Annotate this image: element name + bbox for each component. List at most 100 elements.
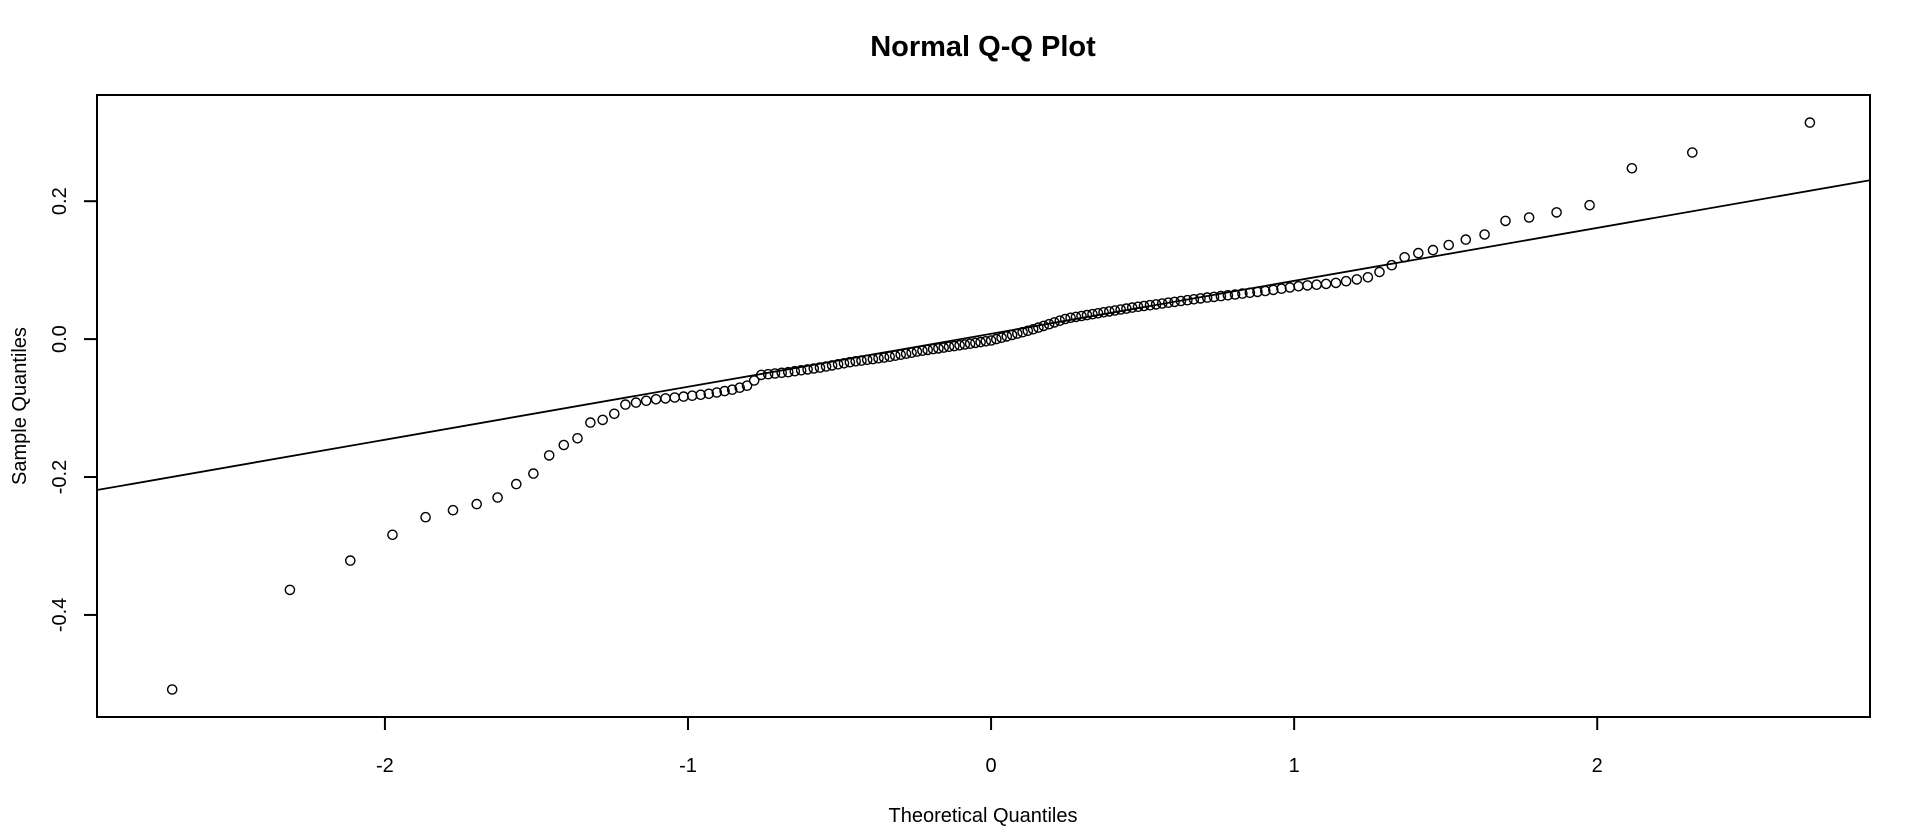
qq-point [1268,284,1279,296]
qq-point [387,529,398,541]
qq-point [1033,322,1044,333]
qq-point [1169,296,1180,308]
reference-line [96,179,1871,491]
qq-point [878,352,890,363]
qq-point [832,358,844,370]
qq-point [911,346,923,357]
x-axis-ticks: -2 -1 0 1 2 [376,717,1603,777]
qq-point [344,555,356,566]
y-axis-label: Sample Quantiles [9,327,31,485]
qq-point [1195,293,1206,304]
qq-point [867,353,879,365]
qq-point [1302,280,1313,291]
qq-point [808,363,820,374]
qq-point [1076,310,1087,322]
qq-point [741,380,753,392]
qq-point [630,397,642,408]
qq-point [814,362,826,373]
qq-point [850,355,862,367]
y-tick-label: 0.0 [49,325,71,353]
qq-point [996,332,1007,344]
qq-point [756,369,767,381]
qq-point [762,368,774,380]
qq-point [1626,162,1638,174]
qq-point [1049,317,1060,328]
qq-point [1237,288,1248,299]
qq-point [1163,297,1174,309]
qq-point [1215,290,1227,302]
qq-point [1059,313,1071,325]
qq-point [1222,289,1234,301]
qq-point [726,384,738,396]
qq-point [1293,280,1304,292]
qq-point [620,399,631,410]
qq-point [284,584,296,596]
qq-point [1065,312,1076,324]
qq-point [884,351,896,363]
qq-point [1092,307,1104,319]
qq-point [1022,325,1034,337]
qq-point [980,335,992,347]
plot-title: Normal Q-Q Plot [870,31,1096,63]
qq-point [1208,291,1220,303]
qq-point [1175,295,1187,307]
x-tick-label: 2 [1592,755,1603,777]
qq-point [1188,293,1200,305]
qq-point [1144,299,1156,311]
qq-point [1374,266,1385,278]
qq-point [1386,259,1397,271]
qq-point [769,368,781,379]
qq-point [1311,279,1322,291]
qq-point [1138,300,1150,312]
x-tick-label: -2 [376,755,394,777]
qq-point [1804,117,1816,128]
qq-point [922,344,934,356]
y-axis-ticks: -0.4 -0.2 0.0 0.2 [49,187,97,632]
qq-point [783,366,794,378]
y-tick-label: -0.4 [49,598,71,632]
qq-point [1523,212,1535,223]
qq-point [1156,298,1168,309]
qq-point [585,417,596,428]
qq-point [1330,277,1342,289]
qq-point [975,336,986,348]
qq-point [528,468,539,479]
qq-point [1413,247,1424,259]
qq-point [959,339,971,350]
qq-point [844,356,856,368]
qq-point [900,348,912,360]
qq-point [1012,328,1023,339]
qq-point [597,414,609,426]
qq-point [1340,275,1352,287]
qq-point [838,357,850,369]
qq-point [1150,299,1162,310]
qq-point [802,364,813,375]
qq-point [795,364,807,376]
reference-line-group [96,179,1871,491]
qq-point [985,335,997,346]
qq-point [1362,271,1374,283]
qq-point [1104,306,1115,317]
qq-point [609,408,620,420]
qq-point [1229,289,1241,300]
qq-point [1006,329,1018,341]
qq-point [1427,244,1439,256]
qq-point [943,341,955,353]
qq-point [1182,294,1193,306]
qq-point [991,333,1002,345]
x-tick-label: 1 [1289,755,1300,777]
qq-point [789,365,801,377]
qq-point [734,382,746,394]
qq-point [1132,301,1144,313]
qq-point [1687,147,1698,158]
qq-point [873,352,884,364]
qq-point [1500,215,1511,227]
plot-frame-box [96,94,1871,718]
qq-point [856,355,867,366]
qq-point [1244,287,1256,299]
qq-point [906,347,917,359]
qq-point [964,338,976,350]
qq-point [949,340,960,352]
qq-point [1460,234,1472,245]
